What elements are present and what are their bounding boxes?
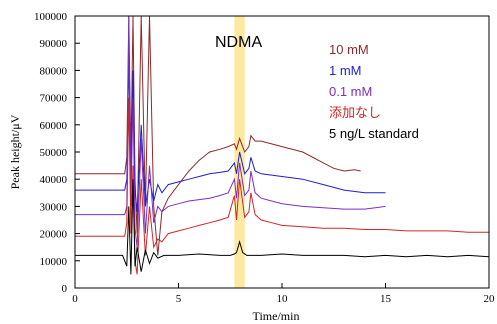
y-tick-label-3: 30000 [40, 201, 68, 213]
series-group [75, 16, 489, 275]
y-tick-label-4: 40000 [40, 174, 68, 186]
x-axis-title: Time/min [253, 309, 300, 323]
y-tick-label-5: 50000 [40, 147, 68, 159]
ticks-group [74, 15, 490, 289]
y-tick-label-2: 20000 [40, 229, 68, 241]
legend-entry-0: 10 mM [329, 42, 369, 57]
legend-entry-4: 5 ng/L standard [329, 126, 419, 141]
y-tick-label-0: 0 [62, 283, 68, 295]
x-tick-label-4: 20 [484, 293, 496, 305]
y-tick-label-6: 60000 [40, 120, 68, 132]
legend: 10 mM 1 mM 0.1 mM 添加なし 5 ng/L standard [329, 42, 419, 141]
series-line-3 [75, 97, 489, 275]
x-tick-label-0: 0 [72, 293, 78, 305]
y-tick-label-10: 100000 [34, 11, 68, 23]
x-tick-label-2: 10 [277, 293, 289, 305]
y-tick-label-9: 90000 [40, 38, 68, 50]
labels-group: 0 5 10 15 20 0 10000 20000 30000 40000 50000 60000 7… [34, 11, 495, 305]
series-line-4 [75, 179, 489, 275]
y-axis-title: Peak height/μV [8, 114, 22, 189]
legend-entry-3: 添加なし [329, 105, 381, 120]
y-tick-label-8: 80000 [40, 65, 68, 77]
series-line-0 [75, 16, 361, 256]
series-line-2 [75, 16, 386, 248]
y-tick-label-7: 70000 [40, 93, 68, 105]
legend-entry-2: 0.1 mM [329, 84, 372, 99]
x-tick-label-1: 5 [176, 293, 182, 305]
ndma-label: NDMA [215, 34, 262, 51]
legend-entry-1: 1 mM [329, 63, 362, 78]
y-tick-label-1: 10000 [40, 256, 68, 268]
series-line-1 [75, 56, 386, 212]
x-tick-label-3: 15 [380, 293, 392, 305]
